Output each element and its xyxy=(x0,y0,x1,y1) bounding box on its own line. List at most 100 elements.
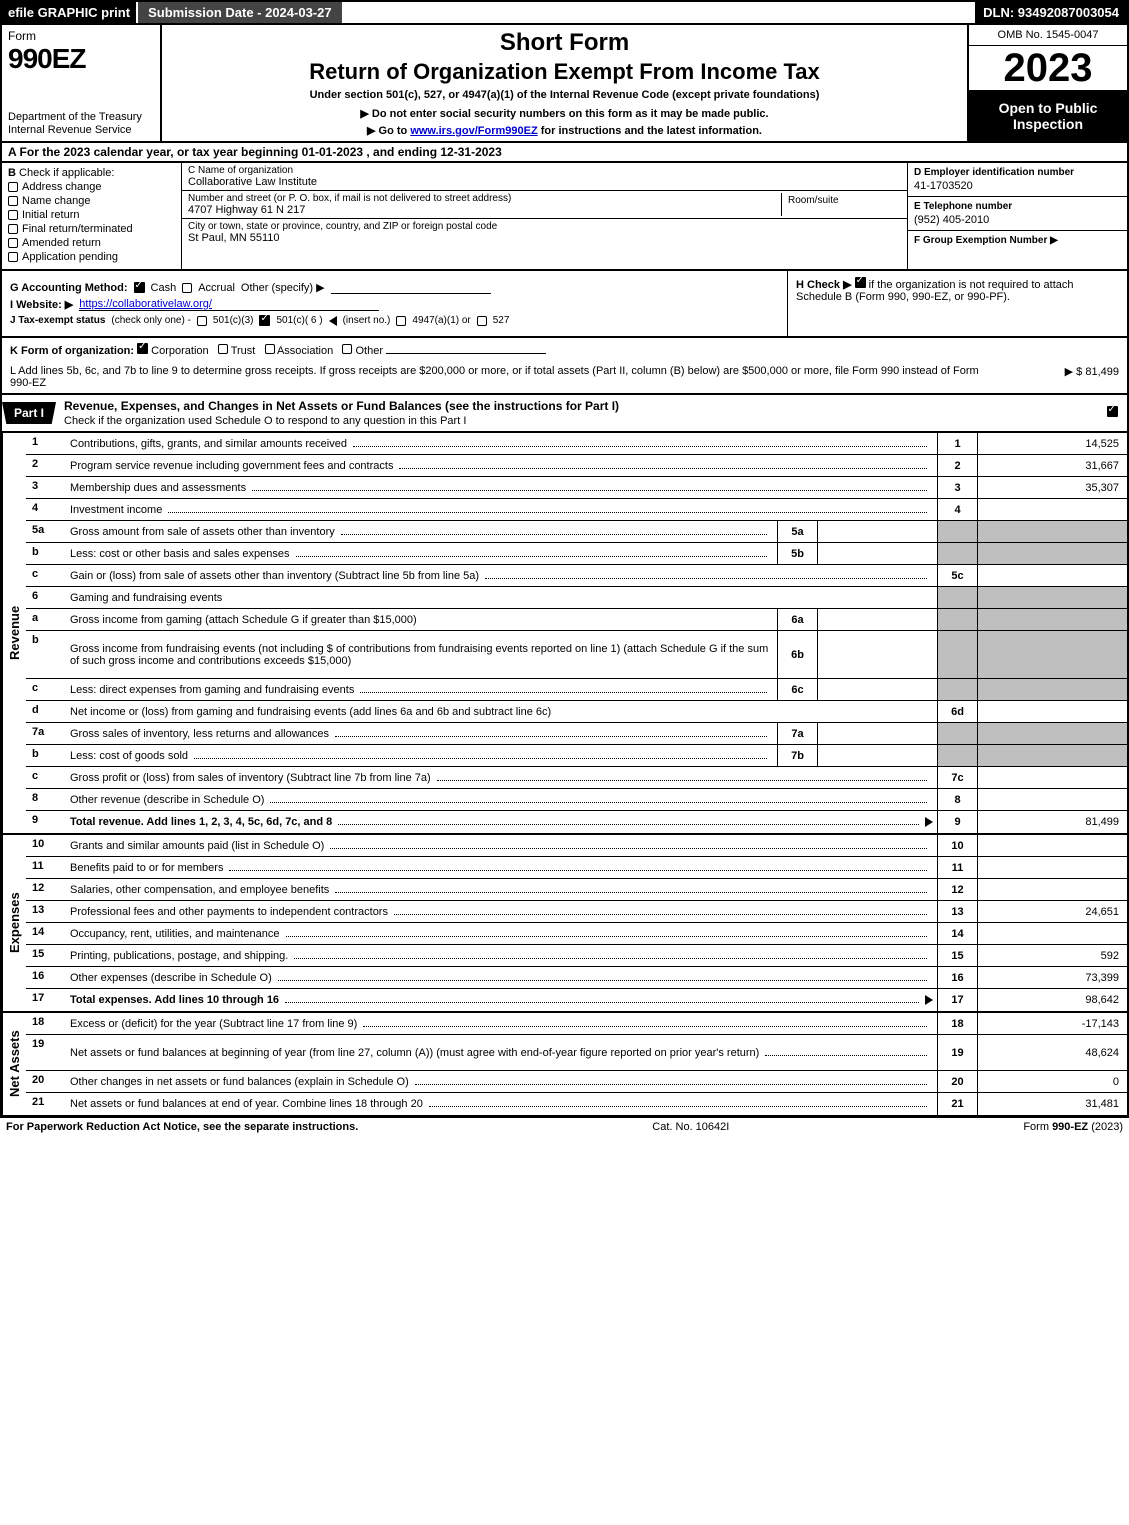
amt-16: 73,399 xyxy=(977,967,1127,988)
line-6c: cLess: direct expenses from gaming and f… xyxy=(26,679,1127,701)
line-21: 21Net assets or fund balances at end of … xyxy=(26,1093,1127,1115)
efile-print-label[interactable]: efile GRAPHIC print xyxy=(2,2,136,23)
form-number: 990EZ xyxy=(8,43,154,75)
checkbox-scho-icon[interactable] xyxy=(1107,406,1118,417)
l-amount: ▶ $ 81,499 xyxy=(979,365,1119,389)
section-j: J Tax-exempt status (check only one) - 5… xyxy=(10,315,779,326)
opt-4947: 4947(a)(1) or xyxy=(412,315,470,326)
phone-val: (952) 405-2010 xyxy=(914,214,1121,226)
checkbox-trust[interactable] xyxy=(218,344,228,354)
opt-final-return: Final return/terminated xyxy=(22,223,133,235)
amt-9: 81,499 xyxy=(977,811,1127,833)
netassets-body: 18Excess or (deficit) for the year (Subt… xyxy=(26,1013,1127,1115)
h-label: H Check ▶ xyxy=(796,279,852,291)
section-a-tax-year: A For the 2023 calendar year, or tax yea… xyxy=(0,143,1129,163)
amt-11 xyxy=(977,857,1127,878)
line-16: 16Other expenses (describe in Schedule O… xyxy=(26,967,1127,989)
checkbox-amended[interactable] xyxy=(8,238,18,248)
checkbox-cash-icon[interactable] xyxy=(134,282,145,293)
amt-4 xyxy=(977,499,1127,520)
c-name-label: C Name of organization xyxy=(188,165,901,176)
checkbox-527[interactable] xyxy=(477,316,487,326)
opt-assoc: Association xyxy=(277,345,333,357)
section-k: K Form of organization: Corporation Trus… xyxy=(0,338,1129,361)
amt-13: 24,651 xyxy=(977,901,1127,922)
section-l: L Add lines 5b, 6c, and 7b to line 9 to … xyxy=(0,361,1129,395)
department-label: Department of the Treasury Internal Reve… xyxy=(8,111,154,137)
e-label: E Telephone number xyxy=(914,201,1121,212)
amt-21: 31,481 xyxy=(977,1093,1127,1115)
section-def: D Employer identification number 41-1703… xyxy=(907,163,1127,269)
line-9: 9Total revenue. Add lines 1, 2, 3, 4, 5c… xyxy=(26,811,1127,833)
b-check-if: Check if applicable: xyxy=(19,167,114,179)
line-1: 1Contributions, gifts, grants, and simil… xyxy=(26,433,1127,455)
revenue-side-label: Revenue xyxy=(2,433,26,833)
city-label: City or town, state or province, country… xyxy=(188,221,901,232)
arrow-right-icon xyxy=(925,817,933,827)
other-specify-input[interactable] xyxy=(331,282,491,294)
part1-title-text: Revenue, Expenses, and Changes in Net As… xyxy=(64,399,619,413)
street-label: Number and street (or P. O. box, if mail… xyxy=(188,193,781,204)
line-19: 19Net assets or fund balances at beginni… xyxy=(26,1035,1127,1071)
d-label: D Employer identification number xyxy=(914,167,1121,178)
revenue-body: 1Contributions, gifts, grants, and simil… xyxy=(26,433,1127,833)
f-label: F Group Exemption Number ▶ xyxy=(914,235,1121,246)
checkbox-501c-icon[interactable] xyxy=(259,315,270,326)
checkbox-final-return[interactable] xyxy=(8,224,18,234)
website-link[interactable]: https://collaborativelaw.org/ xyxy=(79,298,379,311)
short-form-title: Short Form xyxy=(500,29,629,57)
checkbox-initial-return[interactable] xyxy=(8,210,18,220)
line-18: 18Excess or (deficit) for the year (Subt… xyxy=(26,1013,1127,1035)
amt-1: 14,525 xyxy=(977,433,1127,454)
other-org-input[interactable] xyxy=(386,342,546,354)
line-13: 13Professional fees and other payments t… xyxy=(26,901,1127,923)
checkbox-h-icon[interactable] xyxy=(855,277,866,288)
amt-3: 35,307 xyxy=(977,477,1127,498)
tax-year: 2023 xyxy=(969,46,1127,90)
checkbox-corp-icon[interactable] xyxy=(137,343,148,354)
amt-2: 31,667 xyxy=(977,455,1127,476)
line-5b: bLess: cost or other basis and sales exp… xyxy=(26,543,1127,565)
header-left: Form 990EZ Department of the Treasury In… xyxy=(2,25,162,141)
j-sub: (check only one) - xyxy=(111,315,190,326)
line-5c: cGain or (loss) from sale of assets othe… xyxy=(26,565,1127,587)
checkbox-accrual[interactable] xyxy=(182,283,192,293)
omb-number: OMB No. 1545-0047 xyxy=(969,25,1127,46)
open-public-badge: Open to Public Inspection xyxy=(969,90,1127,141)
cat-no: Cat. No. 10642I xyxy=(652,1121,729,1133)
ein-val: 41-1703520 xyxy=(914,180,1121,192)
amt-7c xyxy=(977,767,1127,788)
header-mid: Short Form Return of Organization Exempt… xyxy=(162,25,967,141)
part1-title: Revenue, Expenses, and Changes in Net As… xyxy=(56,395,1097,431)
line-6: 6Gaming and fundraising events xyxy=(26,587,1127,609)
part1-header: Part I Revenue, Expenses, and Changes in… xyxy=(0,395,1129,433)
line-6d: dNet income or (loss) from gaming and fu… xyxy=(26,701,1127,723)
checkbox-other-org[interactable] xyxy=(342,344,352,354)
amt-6d xyxy=(977,701,1127,722)
org-name: Collaborative Law Institute xyxy=(188,176,901,188)
line-7a: 7aGross sales of inventory, less returns… xyxy=(26,723,1127,745)
k-label: K Form of organization: xyxy=(10,345,134,357)
irs-link[interactable]: www.irs.gov/Form990EZ xyxy=(410,125,537,137)
checkbox-app-pending[interactable] xyxy=(8,252,18,262)
line-6b: bGross income from fundraising events (n… xyxy=(26,631,1127,679)
checkbox-address-change[interactable] xyxy=(8,182,18,192)
revenue-section: Revenue 1Contributions, gifts, grants, a… xyxy=(0,433,1129,835)
city-val: St Paul, MN 55110 xyxy=(188,232,901,244)
info-block: B Check if applicable: Address change Na… xyxy=(0,163,1129,271)
line-7c: cGross profit or (loss) from sales of in… xyxy=(26,767,1127,789)
checkbox-assoc[interactable] xyxy=(265,344,275,354)
l-text: L Add lines 5b, 6c, and 7b to line 9 to … xyxy=(10,365,979,389)
checkbox-4947[interactable] xyxy=(396,316,406,326)
line-10: 10Grants and similar amounts paid (list … xyxy=(26,835,1127,857)
opt-name-change: Name change xyxy=(22,195,91,207)
form-footer-label: Form 990-EZ (2023) xyxy=(1023,1121,1123,1133)
opt-amended: Amended return xyxy=(22,237,101,249)
amt-12 xyxy=(977,879,1127,900)
line-3: 3Membership dues and assessments335,307 xyxy=(26,477,1127,499)
opt-501c3: 501(c)(3) xyxy=(213,315,254,326)
checkbox-name-change[interactable] xyxy=(8,196,18,206)
section-c: C Name of organization Collaborative Law… xyxy=(182,163,907,269)
checkbox-501c3[interactable] xyxy=(197,316,207,326)
amt-15: 592 xyxy=(977,945,1127,966)
